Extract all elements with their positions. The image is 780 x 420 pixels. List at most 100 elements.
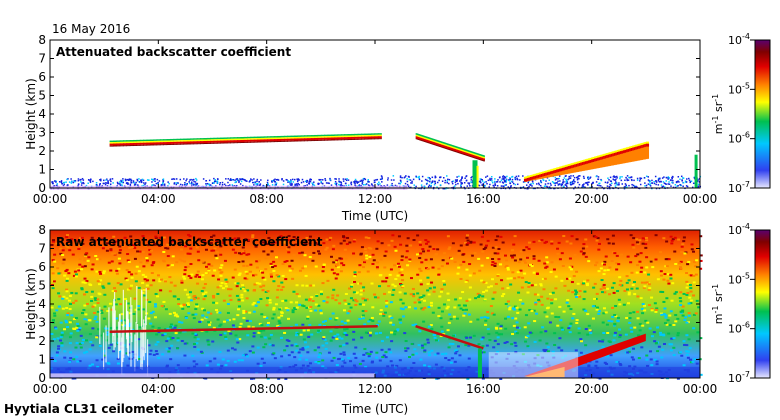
descending-layer-mark xyxy=(481,159,484,161)
raw-pixel xyxy=(399,321,403,324)
raw-pixel xyxy=(64,319,68,322)
colorbar-unit-top: m-1 sr-1 xyxy=(711,94,725,134)
descending-layer-mark xyxy=(421,135,424,137)
raw-pixel xyxy=(192,297,196,300)
panel-top: Attenuated backscatter coefficient 00:00… xyxy=(24,32,771,223)
elevated-layer-mark xyxy=(149,140,154,143)
bl-pixel xyxy=(631,186,634,189)
raw-pixel xyxy=(64,270,68,273)
elevated-layer-mark xyxy=(240,138,245,140)
raw-pixel xyxy=(148,301,152,304)
bl-pixel xyxy=(445,187,447,190)
raw-pixel xyxy=(496,273,500,276)
bl-pixel xyxy=(386,184,389,186)
descending-layer-mark xyxy=(462,148,464,150)
raw-pixel xyxy=(226,359,230,362)
raw-pixel xyxy=(513,259,517,262)
raw-pixel xyxy=(627,347,631,350)
raw-pixel xyxy=(314,303,318,306)
descending-layer-mark xyxy=(441,141,444,144)
raw-pixel xyxy=(602,283,606,286)
bl-pixel xyxy=(130,181,132,183)
raw-pixel xyxy=(228,294,232,297)
raw-pixel xyxy=(513,305,517,308)
raw-pixel xyxy=(375,266,379,269)
elevated-layer-mark xyxy=(116,145,121,147)
bl-pixel xyxy=(536,183,538,185)
raw-pixel xyxy=(128,246,132,249)
bl-pixel xyxy=(490,175,493,178)
raw-pixel xyxy=(126,288,130,291)
descending-layer-mark xyxy=(429,139,431,141)
raw-pixel xyxy=(79,237,83,240)
raw-pixel xyxy=(368,318,372,321)
raw-pixel xyxy=(252,335,256,338)
raw-pixel xyxy=(331,294,335,297)
raw-pixel xyxy=(65,306,69,309)
descending-layer-mark xyxy=(469,152,472,154)
raw-pixel xyxy=(154,350,158,353)
bl-pixel xyxy=(339,184,342,187)
raw-pixel xyxy=(465,308,469,311)
raw-pixel xyxy=(189,276,193,279)
bl-pixel xyxy=(557,180,559,183)
bl-pixel xyxy=(421,186,423,188)
raw-pixel xyxy=(482,281,486,284)
raw-pixel xyxy=(403,332,407,335)
raw-pixel xyxy=(252,274,256,277)
raw-pixel xyxy=(309,284,313,287)
raw-pixel xyxy=(219,333,223,336)
raw-pixel xyxy=(141,281,145,284)
raw-pixel xyxy=(538,239,542,242)
raw-pixel xyxy=(439,290,443,293)
bl-pixel xyxy=(106,178,108,180)
bl-pixel xyxy=(434,175,437,178)
raw-pixel xyxy=(264,257,268,260)
raw-pixel xyxy=(91,305,95,308)
raw-pixel xyxy=(418,301,422,304)
bl-pixel xyxy=(90,178,92,180)
raw-pixel xyxy=(499,235,503,238)
raw-pixel xyxy=(454,349,458,352)
bl-pixel xyxy=(156,178,159,181)
raw-pixel xyxy=(464,304,468,307)
raw-pixel xyxy=(430,327,434,330)
descending-layer-mark xyxy=(475,155,478,158)
raw-pixel xyxy=(65,236,69,239)
bl-pixel xyxy=(216,180,219,182)
raw-pixel xyxy=(168,312,172,315)
raw-pixel xyxy=(682,340,686,343)
raw-pixel xyxy=(571,317,575,320)
bl-pixel xyxy=(292,181,295,183)
raw-pixel xyxy=(595,261,599,264)
raw-pixel xyxy=(194,333,198,336)
raw-pixel xyxy=(630,330,634,333)
raw-pixel xyxy=(243,290,247,293)
raw-pixel xyxy=(585,245,589,248)
bl-pixel xyxy=(189,182,191,185)
bl-pixel xyxy=(234,181,236,184)
raw-pixel xyxy=(55,351,59,354)
bl-pixel xyxy=(649,180,651,182)
bl-pixel xyxy=(598,184,600,187)
elevated-layer-mark xyxy=(317,137,322,140)
raw-pixel xyxy=(245,264,249,267)
raw-pixel xyxy=(522,249,526,252)
raw-pixel xyxy=(114,240,118,243)
raw-pixel xyxy=(176,315,180,318)
raw-pixel xyxy=(65,297,69,300)
bl-pixel xyxy=(522,175,524,177)
raw-pixel xyxy=(683,252,687,255)
raw-pixel xyxy=(379,309,383,312)
descending-layer-mark xyxy=(449,147,452,150)
raw-pixel xyxy=(426,249,430,252)
raw-pixel xyxy=(137,305,141,308)
elevated-layer-mark xyxy=(357,136,362,139)
raw-pixel xyxy=(118,258,122,261)
raw-pixel xyxy=(75,326,79,329)
raw-pixel xyxy=(73,270,77,273)
raw-pixel xyxy=(168,290,172,293)
bl-pixel xyxy=(431,176,434,179)
raw-pixel xyxy=(81,242,85,245)
elevated-layer-mark xyxy=(360,138,366,140)
